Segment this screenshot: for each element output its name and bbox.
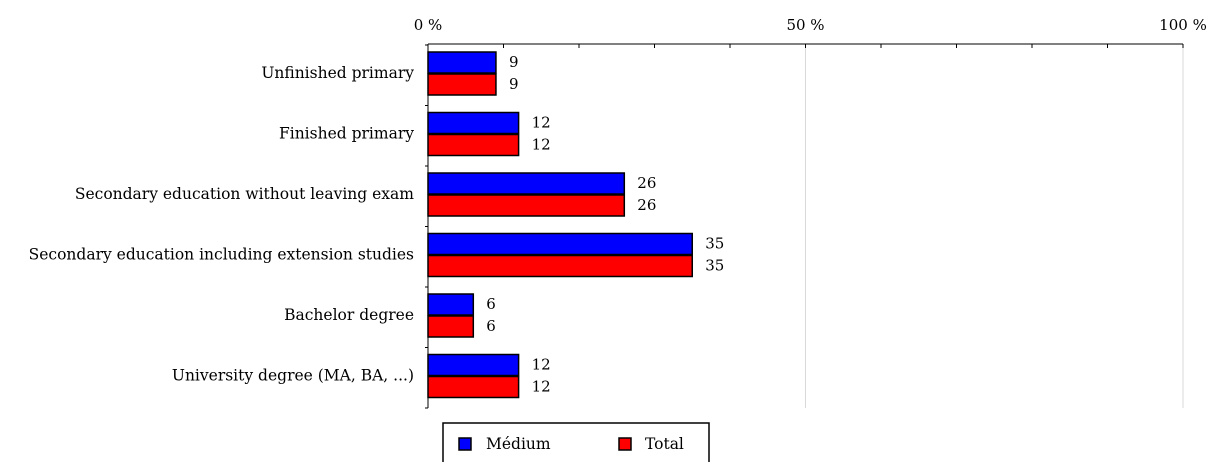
bar-m-dium-finished-primary bbox=[427, 111, 520, 135]
bar-total-finished-primary bbox=[427, 133, 520, 157]
bars bbox=[427, 51, 693, 399]
bar-m-dium-secondary-education-including-extension-studies bbox=[427, 232, 693, 256]
gridlines bbox=[805, 44, 1184, 408]
value-label-total-finished-primary: 12 bbox=[532, 136, 551, 154]
value-label-total-bachelor-degree: 6 bbox=[486, 317, 496, 335]
legend: Médium Total bbox=[442, 422, 710, 462]
x-tick-label-0: 0 % bbox=[414, 16, 443, 34]
value-label-total-unfinished-primary: 9 bbox=[509, 75, 519, 93]
value-label-m-dium-secondary-education-without-leaving-exam: 26 bbox=[637, 174, 656, 192]
bar-total-secondary-education-including-extension-studies bbox=[427, 254, 693, 278]
legend-label-total: Total bbox=[645, 435, 684, 453]
value-label-total-secondary-education-including-extension-studies: 35 bbox=[705, 257, 724, 275]
bar-total-unfinished-primary bbox=[427, 73, 497, 96]
category-label-secondary-education-without-leaving-exam: Secondary education without leaving exam bbox=[75, 185, 414, 203]
value-label-total-university-degree-ma-ba: 12 bbox=[532, 378, 551, 396]
bar-m-dium-unfinished-primary bbox=[427, 51, 497, 74]
legend-swatch-total bbox=[618, 437, 632, 451]
category-label-secondary-education-including-extension-studies: Secondary education including extension … bbox=[29, 246, 414, 264]
category-label-finished-primary: Finished primary bbox=[279, 125, 414, 143]
bar-m-dium-secondary-education-without-leaving-exam bbox=[427, 172, 626, 195]
bar-m-dium-university-degree-ma-ba bbox=[427, 353, 520, 377]
x-tick-label-100: 100 % bbox=[1159, 16, 1207, 34]
category-label-university-degree-ma-ba: University degree (MA, BA, ...) bbox=[172, 367, 414, 385]
value-label-m-dium-finished-primary: 12 bbox=[532, 114, 551, 132]
value-label-m-dium-university-degree-ma-ba: 12 bbox=[532, 356, 551, 374]
category-label-unfinished-primary: Unfinished primary bbox=[261, 64, 414, 82]
value-label-m-dium-bachelor-degree: 6 bbox=[486, 295, 496, 313]
category-label-bachelor-degree: Bachelor degree bbox=[284, 306, 414, 324]
bar-total-university-degree-ma-ba bbox=[427, 375, 520, 399]
bar-total-bachelor-degree bbox=[427, 315, 475, 338]
value-label-m-dium-secondary-education-including-extension-studies: 35 bbox=[705, 235, 724, 253]
x-tick-label-50: 50 % bbox=[786, 16, 824, 34]
legend-swatch-medium bbox=[458, 437, 472, 451]
axes bbox=[425, 43, 1184, 409]
value-label-total-secondary-education-without-leaving-exam: 26 bbox=[637, 196, 656, 214]
bar-total-secondary-education-without-leaving-exam bbox=[427, 194, 626, 217]
legend-box bbox=[442, 422, 710, 462]
bar-m-dium-bachelor-degree bbox=[427, 293, 475, 316]
value-label-m-dium-unfinished-primary: 9 bbox=[509, 53, 519, 71]
labels: 0 % 50 % 100 % Unfinished primary 9 9 Finished… bbox=[29, 16, 1207, 396]
legend-label-medium: Médium bbox=[486, 435, 551, 453]
